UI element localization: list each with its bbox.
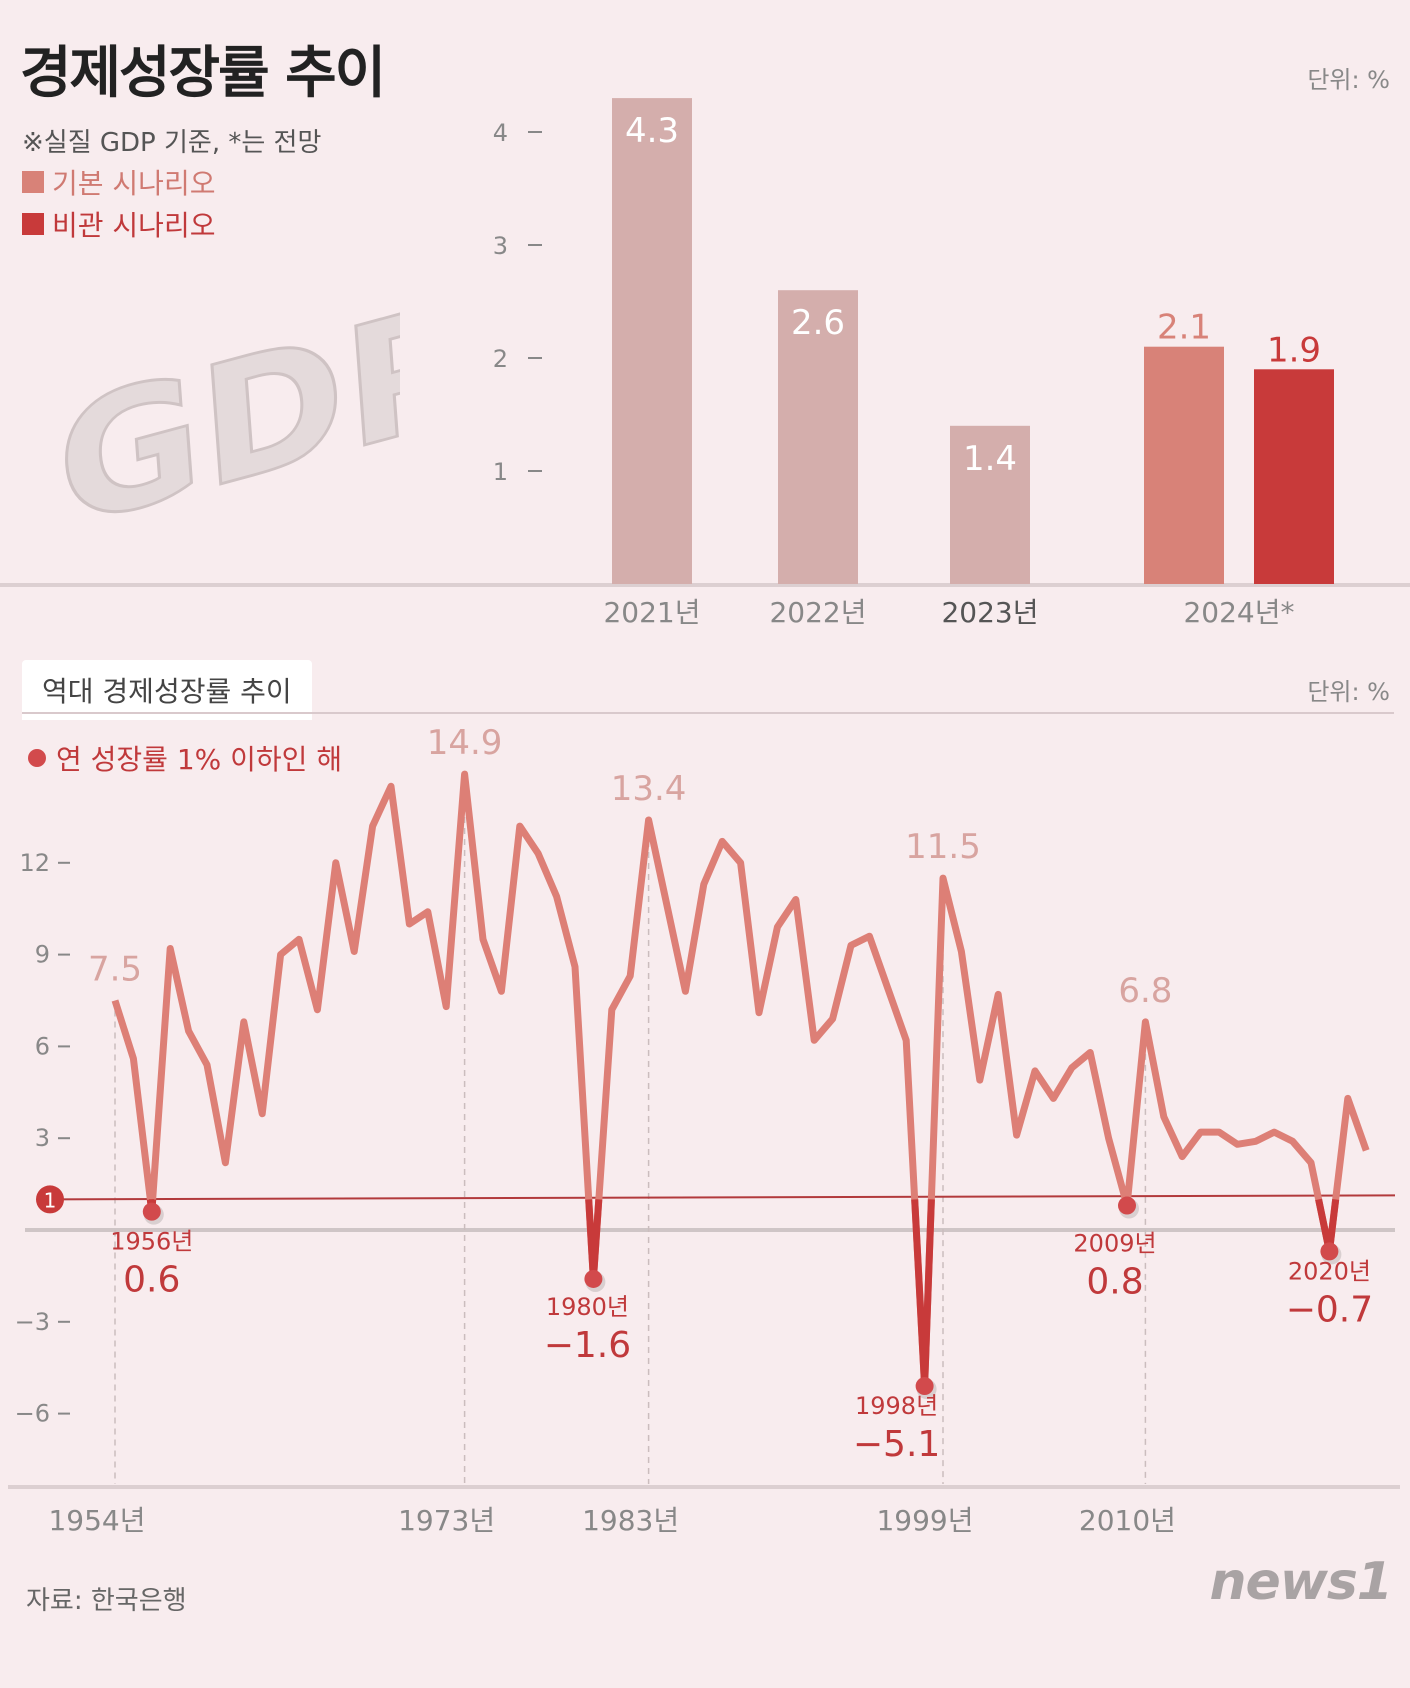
y-tick-label: 4 [493, 119, 508, 147]
legend-swatch-pessimistic [22, 213, 44, 235]
gdp-logo-icon: GDP [50, 290, 400, 530]
bar-chart: 1 2 3 4 4.3 2.6 1.4 2.1 1.9 2021년 2022년 2023년 2024년* [0, 98, 1410, 629]
legend-base: 기본 시나리오 [22, 162, 215, 202]
section-tab-title: 역대 경제성장률 추이 [22, 660, 312, 720]
low-year-marker [915, 1377, 934, 1396]
low-year-value: −0.7 [1286, 1289, 1373, 1330]
peak-value-label: 7.5 [88, 950, 142, 990]
bar-value-label: 4.3 [625, 111, 679, 151]
bar [950, 425, 1030, 584]
low-year-value: −1.6 [544, 1325, 631, 1366]
low-year-segment [146, 1198, 157, 1216]
low-year-segment [585, 1199, 603, 1283]
unit-label: 단위: % [1307, 66, 1390, 94]
low-year-label: 1998년 [855, 1392, 938, 1420]
legend-label-base: 기본 시나리오 [52, 167, 216, 200]
x-category-label: 2023년 [941, 596, 1038, 629]
y-tick-label: 2 [493, 345, 508, 373]
bar-value-label: 2.6 [791, 303, 845, 343]
bar [778, 290, 858, 584]
low-year-label: 2020년 [1288, 1257, 1371, 1285]
reference-line [49, 1194, 1396, 1201]
y-tick-label: −3 [15, 1308, 50, 1336]
legend-low-years-label: 연 성장률 1% 이하인 해 [56, 743, 343, 776]
low-year-marker-shadow [1119, 1198, 1139, 1219]
low-year-marker [142, 1202, 161, 1221]
low-year-marker [584, 1269, 603, 1288]
low-year-marker-shadow [1321, 1244, 1342, 1265]
x-category-label: 2024년* [1183, 596, 1294, 629]
low-year-value: −5.1 [853, 1424, 940, 1465]
x-year-label: 1999년 [876, 1504, 973, 1537]
low-year-marker-shadow [916, 1379, 937, 1400]
peak-value-label: 13.4 [611, 769, 687, 809]
legend-label-pessimistic: 비관 시나리오 [52, 209, 216, 242]
y-tick-label: −6 [15, 1400, 50, 1428]
x-category-label: 2021년 [603, 596, 700, 629]
low-year-value: 0.6 [123, 1260, 180, 1301]
low-year-marker-shadow [143, 1204, 164, 1225]
low-year-label: 1980년 [546, 1293, 629, 1321]
x-year-label: 1973년 [398, 1504, 495, 1537]
x-year-label: 2010년 [1079, 1504, 1176, 1537]
y-tick-label: 12 [19, 849, 50, 877]
bar [1144, 346, 1224, 584]
source-note: 자료: 한국은행 [26, 1586, 187, 1616]
low-year-segment [911, 1199, 935, 1390]
page-title: 경제성장률 추이 [20, 41, 386, 106]
low-year-segment [1315, 1198, 1340, 1255]
y-tick-label: 1 [493, 458, 508, 486]
y-tick-label: 9 [35, 941, 50, 969]
low-year-value: 0.8 [1086, 1262, 1143, 1303]
low-year-marker [1320, 1242, 1339, 1261]
bar [612, 98, 692, 584]
reference-label: 1 [44, 1188, 57, 1212]
section-divider [22, 712, 1394, 714]
bar [1254, 369, 1334, 584]
low-year-label: 1956년 [110, 1228, 193, 1256]
y-tick-label: 3 [35, 1124, 50, 1152]
x-category-label: 2022년 [769, 596, 866, 629]
x-year-label: 1983년 [582, 1504, 679, 1537]
peak-value-label: 11.5 [905, 827, 981, 867]
legend-low-years: 연 성장률 1% 이하인 해 [28, 738, 342, 778]
legend-swatch-base [22, 171, 44, 193]
y-tick-label: 3 [493, 232, 508, 260]
y-tick-label: 6 [35, 1032, 50, 1060]
low-year-segment [1121, 1198, 1132, 1209]
bar-value-label: 1.9 [1267, 330, 1321, 370]
legend-pessimistic: 비관 시나리오 [22, 204, 215, 244]
bar-value-label: 2.1 [1157, 308, 1211, 348]
legend-dot-icon [28, 749, 46, 767]
peak-value-label: 14.9 [427, 723, 503, 763]
bar-value-label: 1.4 [963, 439, 1017, 479]
low-year-marker-shadow [585, 1271, 606, 1292]
news1-logo: news1 [1209, 1552, 1393, 1612]
low-year-marker [1118, 1196, 1136, 1215]
low-year-label: 2009년 [1073, 1230, 1156, 1258]
reference-marker [36, 1185, 64, 1214]
unit-label-2: 단위: % [1307, 678, 1390, 706]
peak-value-label: 6.8 [1118, 971, 1172, 1011]
growth-line [111, 770, 1370, 1390]
subtitle: ※실질 GDP 기준, *는 전망 [22, 128, 322, 158]
x-year-label: 1954년 [48, 1504, 145, 1537]
